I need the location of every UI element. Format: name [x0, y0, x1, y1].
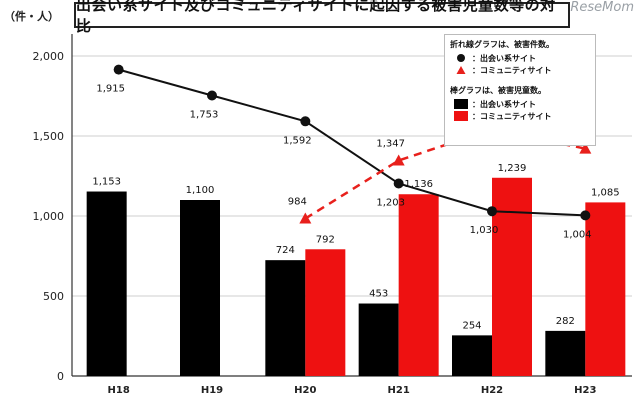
bar — [492, 177, 532, 376]
bar — [585, 202, 626, 376]
bar-data-label: 1,085 — [591, 187, 620, 198]
line-data-label: 1,004 — [563, 229, 592, 240]
x-tick-label: H23 — [574, 385, 596, 396]
line-data-label: 984 — [288, 197, 307, 208]
line-data-label: 1,347 — [376, 138, 405, 149]
line-data-label: 1,915 — [96, 84, 125, 95]
y-tick-label: 2,000 — [33, 50, 65, 63]
line-data-label: 1,030 — [470, 225, 499, 236]
bar-data-label: 254 — [462, 320, 481, 331]
legend-item-label: ：コミュニティサイト — [472, 65, 552, 75]
line-point-marker — [113, 64, 124, 75]
bar — [398, 194, 439, 376]
series-line — [118, 68, 586, 217]
chart-title: 出会い系サイト及びコミュニティサイトに起因する被害児童数等の対比 — [74, 0, 570, 35]
bar — [305, 249, 346, 376]
legend-item-label: ：出会い系サイト — [472, 53, 536, 63]
legend-item-label: ：出会い系サイト — [472, 99, 536, 109]
bar-data-label: 1,100 — [186, 185, 215, 196]
y-tick-label: 500 — [43, 290, 64, 303]
legend-line-heading: 折れ線グラフは、被害件数。 — [450, 40, 554, 49]
line-point-marker — [300, 116, 311, 127]
black-square-icon — [454, 99, 468, 109]
watermark: ReseMom — [570, 0, 634, 15]
line-data-label: 1,203 — [376, 198, 405, 209]
line-point-marker — [207, 90, 217, 101]
legend-bar-heading: 棒グラフは、被害児童数。 — [450, 86, 546, 95]
y-tick-label: 1,500 — [33, 130, 65, 143]
bar-data-label: 724 — [276, 245, 295, 256]
bar-data-label: 1,153 — [92, 177, 121, 188]
bar — [180, 200, 220, 376]
legend-item-bar-community: ：コミュニティサイト — [454, 110, 590, 122]
bar-data-label: 282 — [556, 316, 575, 327]
line-data-label: 1,592 — [283, 135, 312, 146]
bar — [86, 191, 127, 376]
line-data-label: 1,753 — [190, 110, 219, 121]
bar-data-label: 1,239 — [498, 163, 527, 174]
x-tick-label: H21 — [388, 385, 410, 396]
y-tick-label: 1,000 — [33, 210, 65, 223]
line-point-marker — [393, 178, 404, 189]
bar-data-label: 453 — [369, 289, 388, 300]
bar — [545, 330, 586, 376]
x-tick-label: H18 — [108, 385, 130, 396]
bar — [265, 260, 306, 376]
line-point-marker — [487, 206, 497, 217]
y-tick-label: 0 — [57, 370, 64, 383]
legend: 折れ線グラフは、被害件数。 ：出会い系サイト ：コミュニティサイト 棒グラフは、… — [444, 34, 596, 146]
legend-item-line-deai: ：出会い系サイト — [454, 52, 590, 64]
bar — [358, 303, 399, 376]
bar-data-label: 792 — [316, 234, 335, 245]
red-square-icon — [454, 111, 468, 121]
line-point-marker — [580, 210, 591, 221]
line-point-marker — [579, 142, 592, 154]
line-point-marker — [299, 212, 312, 224]
x-tick-label: H20 — [294, 385, 316, 396]
legend-item-bar-deai: ：出会い系サイト — [454, 98, 590, 110]
legend-item-line-community: ：コミュニティサイト — [454, 64, 590, 76]
line-point-marker — [392, 154, 405, 166]
triangle-marker-icon — [454, 65, 468, 75]
bar — [452, 335, 492, 376]
y-axis-unit-label: （件・人） — [4, 10, 59, 23]
x-tick-label: H22 — [481, 385, 503, 396]
bar-data-label: 1,136 — [404, 179, 433, 190]
x-tick-label: H19 — [201, 385, 223, 396]
circle-marker-icon — [454, 53, 468, 63]
legend-item-label: ：コミュニティサイト — [472, 111, 552, 121]
